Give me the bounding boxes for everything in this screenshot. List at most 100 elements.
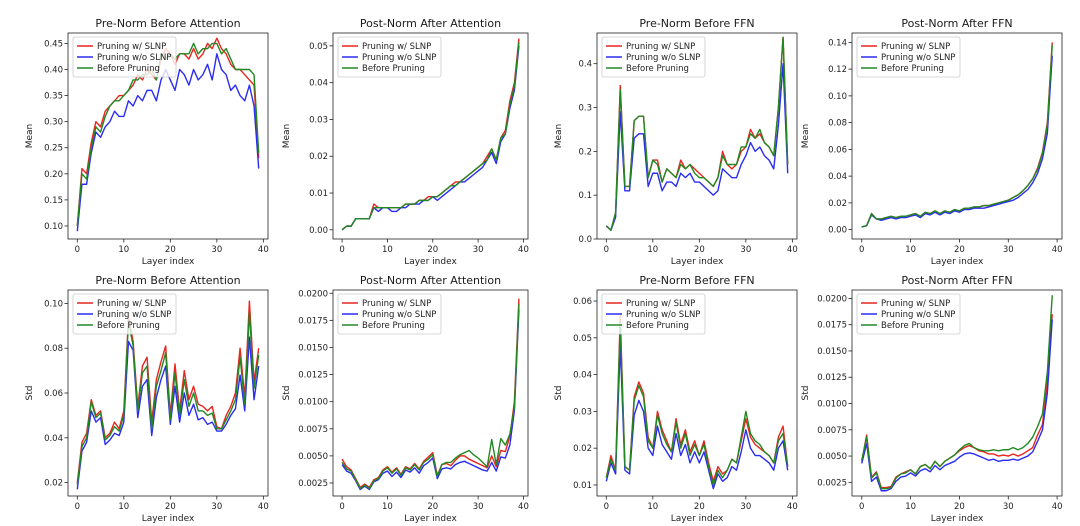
- legend-label: Pruning w/o SLNP: [881, 53, 955, 63]
- y-tick-label: 0.30: [44, 118, 63, 128]
- series-line-pruning-w-o-slnp: [76, 336, 260, 490]
- axes-frame: [332, 289, 529, 497]
- series-line-before-pruning: [605, 322, 789, 486]
- x-axis-label: Layer index: [142, 257, 195, 267]
- legend-label: Pruning w/ SLNP: [881, 42, 950, 52]
- x-tick-label: 10: [647, 502, 658, 512]
- x-tick-label: 10: [382, 502, 393, 512]
- x-axis-label: Layer index: [931, 257, 984, 267]
- chart-title: Post-Norm After FFN: [901, 17, 1012, 30]
- y-tick-label: 0.01: [309, 189, 328, 199]
- subplot-4: Post-Norm After FFN 0 10 20 30 40 0.00 0.02 0.04…: [801, 17, 1063, 267]
- y-tick-label: 0.4: [578, 60, 592, 70]
- chart-title: Pre-Norm Before Attention: [95, 274, 240, 287]
- legend-label: Pruning w/o SLNP: [97, 53, 171, 63]
- y-axis-label: Mean: [25, 124, 35, 149]
- axes-frame: [332, 32, 529, 240]
- legend-box: [856, 36, 961, 78]
- x-tick-label: 40: [518, 245, 529, 255]
- legend-label: Before Pruning: [626, 321, 689, 331]
- y-tick-label: 0.0125: [298, 371, 328, 381]
- y-tick-label: 0.1: [578, 191, 592, 201]
- x-tick-label: 40: [1052, 502, 1063, 512]
- legend-label: Pruning w/ SLNP: [362, 42, 431, 52]
- y-tick-label: 0.0200: [817, 294, 847, 304]
- y-tick-label: 0.03: [573, 407, 592, 417]
- x-tick-label: 10: [382, 245, 393, 255]
- subplot-8: Post-Norm After FFN 0 10 20 30 40 0.0025 0.0050…: [801, 274, 1063, 524]
- x-tick-label: 0: [339, 502, 344, 512]
- y-tick-label: 0.06: [44, 389, 63, 399]
- legend-box: [337, 293, 442, 335]
- x-tick-label: 0: [604, 245, 609, 255]
- axes-frame: [596, 289, 798, 497]
- series-line-pruning-w-o-slnp: [605, 62, 789, 231]
- legend-box: [856, 293, 961, 335]
- series-line-before-pruning: [341, 304, 520, 490]
- x-axis-label: Layer index: [931, 514, 984, 524]
- legend-label: Pruning w/ SLNP: [97, 42, 166, 52]
- legend-label: Before Pruning: [626, 64, 689, 74]
- x-tick-label: 30: [1003, 502, 1014, 512]
- y-tick-label: 0.08: [828, 119, 847, 129]
- series-line-pruning-w-o-slnp: [605, 344, 789, 490]
- x-tick-label: 0: [339, 245, 344, 255]
- x-tick-label: 40: [1052, 245, 1063, 255]
- x-tick-label: 30: [473, 502, 484, 512]
- y-tick-label: 0.0050: [817, 452, 847, 462]
- y-tick-label: 0.0175: [298, 316, 328, 326]
- y-tick-label: 0.40: [44, 66, 63, 76]
- y-axis-label: Std: [554, 386, 564, 401]
- x-tick-label: 30: [740, 502, 751, 512]
- x-tick-label: 10: [647, 245, 658, 255]
- legend-label: Pruning w/ SLNP: [626, 299, 695, 309]
- x-tick-label: 40: [787, 502, 798, 512]
- y-tick-label: 0.0025: [817, 478, 847, 488]
- y-tick-label: 0.00: [309, 226, 328, 236]
- y-tick-label: 0.45: [44, 39, 63, 49]
- y-tick-label: 0.08: [44, 344, 63, 354]
- axes-frame: [851, 289, 1063, 497]
- x-tick-label: 0: [75, 245, 80, 255]
- x-tick-label: 20: [694, 502, 705, 512]
- y-tick-label: 0.10: [44, 222, 63, 232]
- y-axis-label: Std: [801, 386, 811, 401]
- x-tick-label: 20: [165, 245, 176, 255]
- chart-title: Pre-Norm Before Attention: [95, 17, 240, 30]
- subplot-6: Post-Norm After Attention 0 10 20 30 40 0.0025…: [282, 274, 529, 524]
- x-axis-label: Layer index: [404, 514, 457, 524]
- subplot-1: Pre-Norm Before Attention 0 10 20 30 40 0.10 0.…: [25, 17, 269, 267]
- series-line-pruning-w-o-slnp: [861, 55, 1053, 228]
- y-tick-label: 0.02: [828, 199, 847, 209]
- legend-label: Before Pruning: [881, 321, 944, 331]
- legend-label: Pruning w/ SLNP: [362, 299, 431, 309]
- axes-frame: [67, 32, 269, 240]
- legend-label: Before Pruning: [97, 64, 160, 74]
- chart-title: Pre-Norm Before FFN: [639, 274, 754, 287]
- legend-label: Pruning w/ SLNP: [881, 299, 950, 309]
- series-line-before-pruning: [861, 295, 1053, 490]
- series-line-before-pruning: [605, 36, 789, 231]
- y-tick-label: 0.01: [573, 481, 592, 491]
- legend-label: Pruning w/o SLNP: [626, 53, 700, 63]
- y-tick-label: 0.2: [578, 147, 592, 157]
- y-tick-label: 0.0075: [817, 426, 847, 436]
- chart-title: Pre-Norm Before FFN: [639, 17, 754, 30]
- x-axis-label: Layer index: [404, 257, 457, 267]
- legend-label: Pruning w/o SLNP: [626, 310, 700, 320]
- x-axis-label: Layer index: [142, 514, 195, 524]
- y-tick-label: 0.02: [44, 479, 63, 489]
- x-tick-label: 40: [787, 245, 798, 255]
- y-tick-label: 0.0: [578, 235, 592, 245]
- y-tick-label: 0.04: [309, 79, 328, 89]
- subplot-2: Post-Norm After Attention 0 10 20 30 40 0.00 0.…: [282, 17, 529, 267]
- series-line-pruning-w-o-slnp: [341, 309, 520, 491]
- legend-label: Pruning w/o SLNP: [362, 53, 436, 63]
- y-axis-label: Mean: [554, 124, 564, 149]
- y-tick-label: 0.06: [828, 145, 847, 155]
- x-tick-label: 20: [954, 245, 965, 255]
